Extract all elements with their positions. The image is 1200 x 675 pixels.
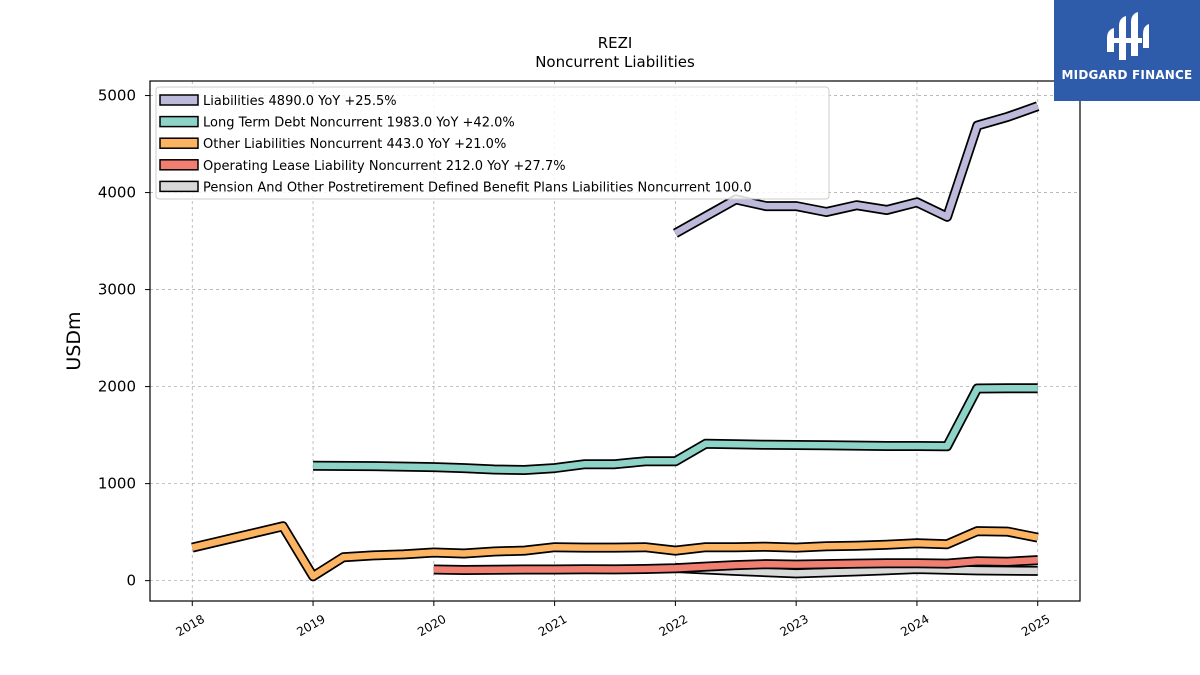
series-line: [433, 556, 1038, 574]
series-4: [675, 563, 1038, 579]
legend-swatch: [159, 115, 199, 128]
brand-logo-text: MIDGARD FINANCE: [1061, 68, 1193, 82]
x-tick-label: 2023: [777, 612, 810, 639]
x-tick-label: 2020: [415, 612, 448, 639]
legend-swatch: [159, 180, 199, 193]
series-line: [313, 384, 1038, 474]
x-tick-label: 2022: [657, 612, 690, 639]
legend-label: Liabilities 4890.0 YoY +25.5%: [203, 94, 397, 109]
y-tick-label: 1000: [98, 475, 136, 493]
legend-box: [155, 86, 830, 200]
y-tick-label: 3000: [98, 281, 136, 299]
legend-label: Pension And Other Postretirement Defined…: [203, 180, 752, 195]
plot-frame: [149, 80, 1081, 602]
x-tick-label: 2019: [294, 612, 327, 639]
midgard-logo-icon: [1107, 12, 1149, 60]
series-group: [191, 101, 1040, 582]
series-0: [672, 101, 1040, 238]
brand-logo: MIDGARD FINANCE: [1054, 0, 1200, 101]
legend-label: Other Liabilities Noncurrent 443.0 YoY +…: [203, 137, 506, 152]
x-tick-label: 2025: [1019, 612, 1052, 639]
series-line: [673, 103, 1039, 237]
y-tick-label: 0: [126, 572, 136, 590]
y-tick-label: 2000: [98, 378, 136, 396]
series-1: [313, 383, 1038, 475]
series-line: [675, 564, 1038, 577]
x-tick-label: 2024: [898, 612, 931, 639]
x-tick-label: 2021: [536, 612, 569, 639]
y-axis-label: USDm: [63, 311, 85, 370]
legend: Liabilities 4890.0 YoY +25.5% Long Term D…: [155, 86, 830, 200]
series-line: [191, 523, 1039, 580]
series-3: [433, 555, 1038, 575]
y-tick-label: 5000: [98, 87, 136, 105]
chart-subtitle: Noncurrent Liabilities: [535, 53, 695, 71]
legend-swatch: [159, 159, 199, 171]
series-2: [191, 521, 1039, 582]
legend-swatch: [159, 94, 199, 106]
y-tick-label: 4000: [98, 184, 136, 202]
legend-label: Operating Lease Liability Noncurrent 212…: [203, 159, 566, 174]
legend-swatch: [159, 137, 199, 149]
chart-title: REZI: [598, 34, 633, 52]
legend-label: Long Term Debt Noncurrent 1983.0 YoY +42…: [203, 116, 515, 131]
x-tick-label: 2018: [174, 612, 207, 639]
